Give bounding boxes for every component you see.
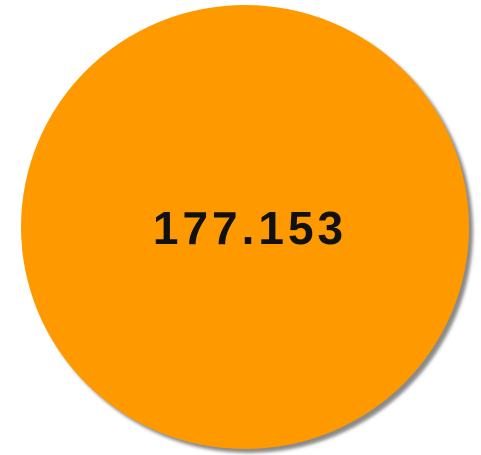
circle — [21, 5, 469, 449]
value-text: 177.153 — [153, 202, 347, 254]
